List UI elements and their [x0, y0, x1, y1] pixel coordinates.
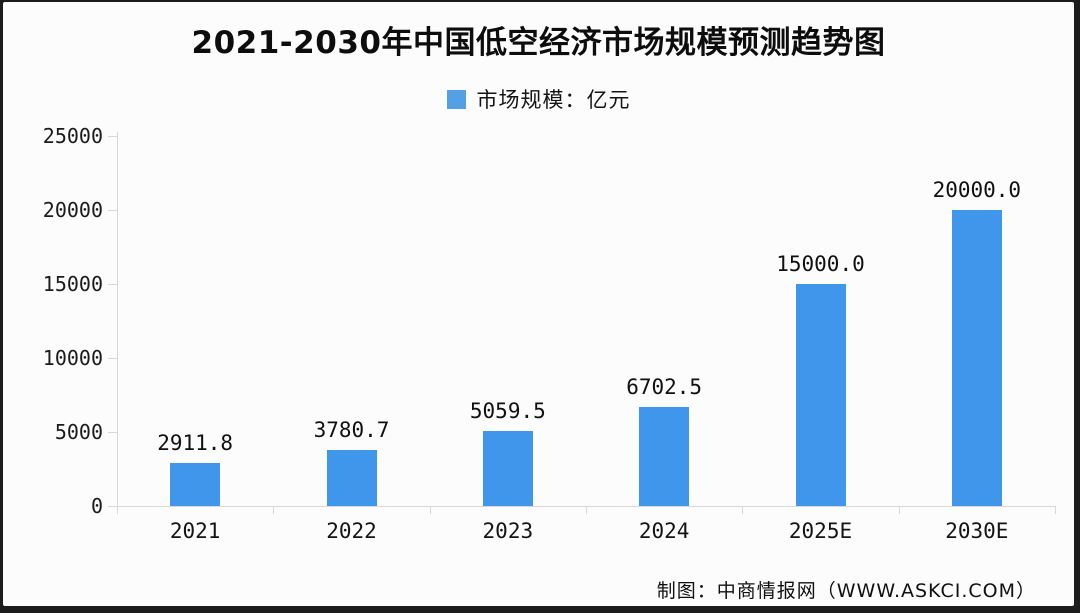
x-axis-category-label: 2030E: [945, 519, 1009, 543]
y-axis-tick: [108, 432, 117, 433]
x-axis-category-label: 2024: [638, 519, 690, 543]
bar: [326, 450, 377, 506]
bar-value-label: 15000.0: [776, 252, 865, 276]
x-axis-tick: [742, 506, 744, 514]
y-axis-tick: [108, 506, 117, 507]
x-axis-tick: [1055, 506, 1056, 514]
bar-value-label: 3780.7: [313, 418, 390, 443]
chart-title: 2021-2030年中国低空经济市场规模预测趋势图: [191, 25, 886, 61]
x-axis-category-label: 2023: [482, 519, 534, 543]
x-axis-category-label: 2025E: [788, 519, 853, 543]
bar-value-label: 5059.5: [469, 399, 546, 424]
legend-swatch-icon: [446, 89, 466, 109]
y-axis-line: [117, 132, 118, 506]
bar: [482, 431, 533, 506]
x-axis-tick: [273, 506, 275, 514]
y-axis-tick-label: 25000: [42, 124, 103, 148]
bar: [795, 284, 846, 506]
legend: 市场规模：亿元: [3, 84, 1074, 114]
y-axis-tick: [108, 358, 117, 359]
plot-area: 0 5000 10000 15000 20000 25000 2911.8 2021 3780.…: [3, 2, 1074, 606]
y-axis-tick-label: 20000: [42, 198, 103, 222]
bar-value-label: 20000.0: [932, 178, 1022, 202]
y-axis-tick: [108, 210, 117, 211]
y-axis-tick-label: 5000: [54, 420, 103, 444]
source-credit: 制图：中商情报网（WWW.ASKCI.COM）: [656, 580, 1036, 602]
y-axis-tick-label: 0: [90, 494, 103, 518]
y-axis-tick: [108, 136, 117, 137]
y-axis-tick-label: 15000: [42, 272, 103, 296]
bar-value-label: 2911.8: [157, 430, 234, 455]
x-axis-tick: [898, 506, 900, 514]
bar: [951, 210, 1002, 506]
x-axis-category-label: 2022: [326, 519, 377, 543]
bar-value-label: 6702.5: [626, 374, 703, 399]
y-axis-tick: [108, 284, 117, 285]
x-axis-category-label: 2021: [169, 519, 221, 543]
chart-canvas: 2021-2030年中国低空经济市场规模预测趋势图 市场规模：亿元 0 5000 1…: [3, 2, 1074, 606]
bar: [170, 462, 221, 506]
bar: [639, 406, 690, 506]
x-axis-tick: [586, 506, 587, 514]
legend-label: 市场规模：亿元: [476, 88, 631, 112]
x-axis-tick: [117, 506, 118, 514]
x-axis-tick: [429, 506, 431, 514]
y-axis-tick-label: 10000: [42, 346, 103, 370]
